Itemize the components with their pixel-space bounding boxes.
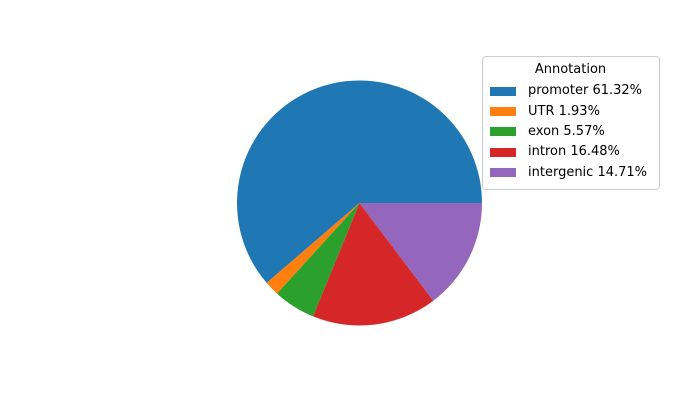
legend-swatch [490,107,516,117]
legend-swatch [490,86,516,96]
pie-slice-exon [277,203,360,317]
legend-item: promoter 61.32% [490,81,651,101]
legend-title: Annotation [534,62,607,77]
legend-label: promoter 61.32% [528,83,643,99]
pie-slice-intergenic [359,203,482,301]
legend-box: Annotation promoter 61.32% UTR 1.93% exo… [482,56,660,190]
legend-swatch [490,147,516,157]
pie-slice-UTR [266,203,360,294]
legend-label: exon 5.57% [528,123,605,139]
legend-label: intergenic 14.71% [528,164,648,180]
legend-item: intron 16.48% [490,142,651,162]
legend-label: intron 16.48% [528,144,620,160]
legend-item: UTR 1.93% [490,101,651,121]
pie-slice-promoter [237,80,482,283]
legend-swatch [490,127,516,137]
pie-slice-intron [313,203,434,326]
legend-swatch [490,168,516,178]
legend-item: intergenic 14.71% [490,163,651,183]
legend-label: UTR 1.93% [528,103,600,119]
legend-item: exon 5.57% [490,122,651,142]
